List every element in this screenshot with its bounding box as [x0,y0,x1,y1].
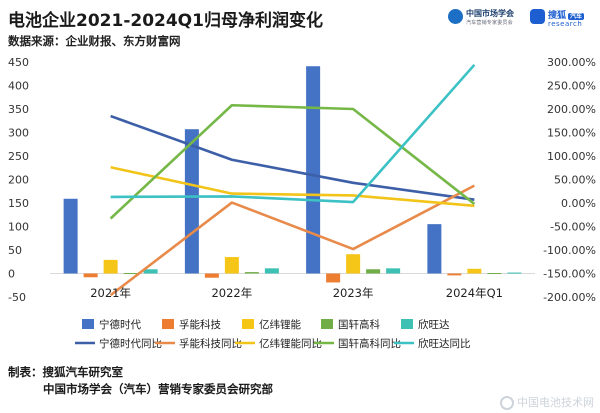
legend-swatch-bar [242,319,254,329]
left-axis: 450 400 350 300 250 200 150 100 50 0 -50 [8,56,29,304]
bar-1-3 [306,66,321,274]
bar-3-3 [346,254,361,274]
logo1-line2: 汽车营销专家委员会 [466,20,513,26]
line-series-5 [110,63,476,204]
right-tick-label: 0.00% [561,197,596,210]
left-tick-label: 350 [8,103,29,116]
legend-label: 欣旺达同比 [418,337,471,350]
bar-2-1 [83,273,98,278]
bar-2-3 [326,273,341,283]
legend-label: 国轩高科同比 [338,337,401,350]
legend-swatch-bar [321,319,333,329]
legend-label: 宁德时代同比 [99,337,162,350]
legend-label: 孚能科技同比 [179,337,242,350]
bars-layer [50,66,535,283]
bar-3-2 [224,257,239,274]
right-tick-label: 100.00% [547,150,596,163]
chart-subtitle: 数据来源：企业财报、东方财富网 [8,34,181,48]
bar-3-1 [103,259,118,274]
left-tick-label: 250 [8,150,29,163]
logo2-line1: 搜狐 汽车 [548,11,585,21]
bar-1-2 [184,129,199,274]
footer-line1: 制表：搜狐汽车研究室 [8,365,123,379]
legend-swatch-bar [162,319,174,329]
left-tick-label: 200 [8,174,29,187]
line-series-4 [109,103,476,220]
right-tick-label: 150.00% [547,127,596,140]
legend-label: 欣旺达 [418,318,450,331]
legend-label: 宁德时代 [99,318,141,331]
left-tick-label: 150 [8,197,29,210]
right-axis: 300.00% 250.00% 200.00% 150.00% 100.00% 50.00… [543,56,596,304]
line-series-3 [110,166,475,208]
bar-4-3 [366,269,381,274]
right-tick-label: 50.00% [554,174,596,187]
bar-5-2 [264,268,279,274]
line-series-1 [110,114,475,201]
legend-swatch-bar [401,319,413,329]
bar-4-1 [123,273,138,275]
line-series-2 [109,184,475,297]
society-emblem-icon [448,9,463,24]
logo2-line2: research [548,20,583,28]
left-tick-label: 300 [8,127,29,140]
left-tick-label: -50 [8,291,26,304]
category-label: 2024年Q1 [446,286,503,300]
category-label: 2022年 [211,286,252,300]
left-tick-label: 400 [8,80,29,93]
right-tick-label: -150.00% [543,268,596,281]
chart-title: 电池企业2021-2024Q1归母净利润变化 [8,11,323,31]
sohu-auto-logo: 搜狐 汽车 research [530,8,596,30]
bar-3-4 [467,268,482,274]
market-society-logo: 中国市场学会 汽车营销专家委员会 [448,8,524,30]
footer-credits: 制表：搜狐汽车研究室 中国市场学会（汽车）营销专家委员会研究部 [8,364,273,398]
left-tick-label: 450 [8,56,29,69]
category-axis: 2021年 2022年 2023年 2024年Q1 [90,286,503,300]
right-tick-label: 200.00% [547,103,596,116]
legend-label: 亿纬锂能 [259,318,301,331]
legend-swatch-bar [82,319,94,329]
bar-2-4 [447,273,462,276]
right-tick-label: 300.00% [547,56,596,69]
left-tick-label: 50 [8,244,22,257]
bar-1-1 [63,198,78,274]
watermark: 中国电池技术网 [500,394,594,410]
legend-label: 国轩高科 [338,318,380,331]
lines-layer [109,63,476,297]
legend-label: 孚能科技 [179,318,221,331]
bar-2-2 [204,273,219,278]
right-tick-label: -200.00% [543,291,596,304]
left-tick-label: 100 [8,221,29,234]
bar-4-4 [487,273,502,275]
footer-line2: 中国市场学会（汽车）营销专家委员会研究部 [43,382,273,396]
right-tick-label: -50.00% [550,221,596,234]
category-label: 2023年 [333,286,374,300]
bar-5-4 [507,272,522,274]
bar-5-1 [143,269,158,274]
right-tick-label: -100.00% [543,244,596,257]
watermark-icon [500,396,514,410]
legend-label: 亿纬锂能同比 [259,337,322,350]
right-tick-label: 250.00% [547,80,596,93]
bar-1-4 [427,224,442,274]
bar-4-2 [244,272,259,274]
sohu-emblem-icon [530,9,545,24]
logo1-line1: 中国市场学会 [466,9,514,18]
watermark-text: 中国电池技术网 [517,396,594,409]
bar-5-3 [386,268,401,274]
category-label: 2021年 [90,286,131,300]
left-tick-label: 0 [8,268,15,281]
